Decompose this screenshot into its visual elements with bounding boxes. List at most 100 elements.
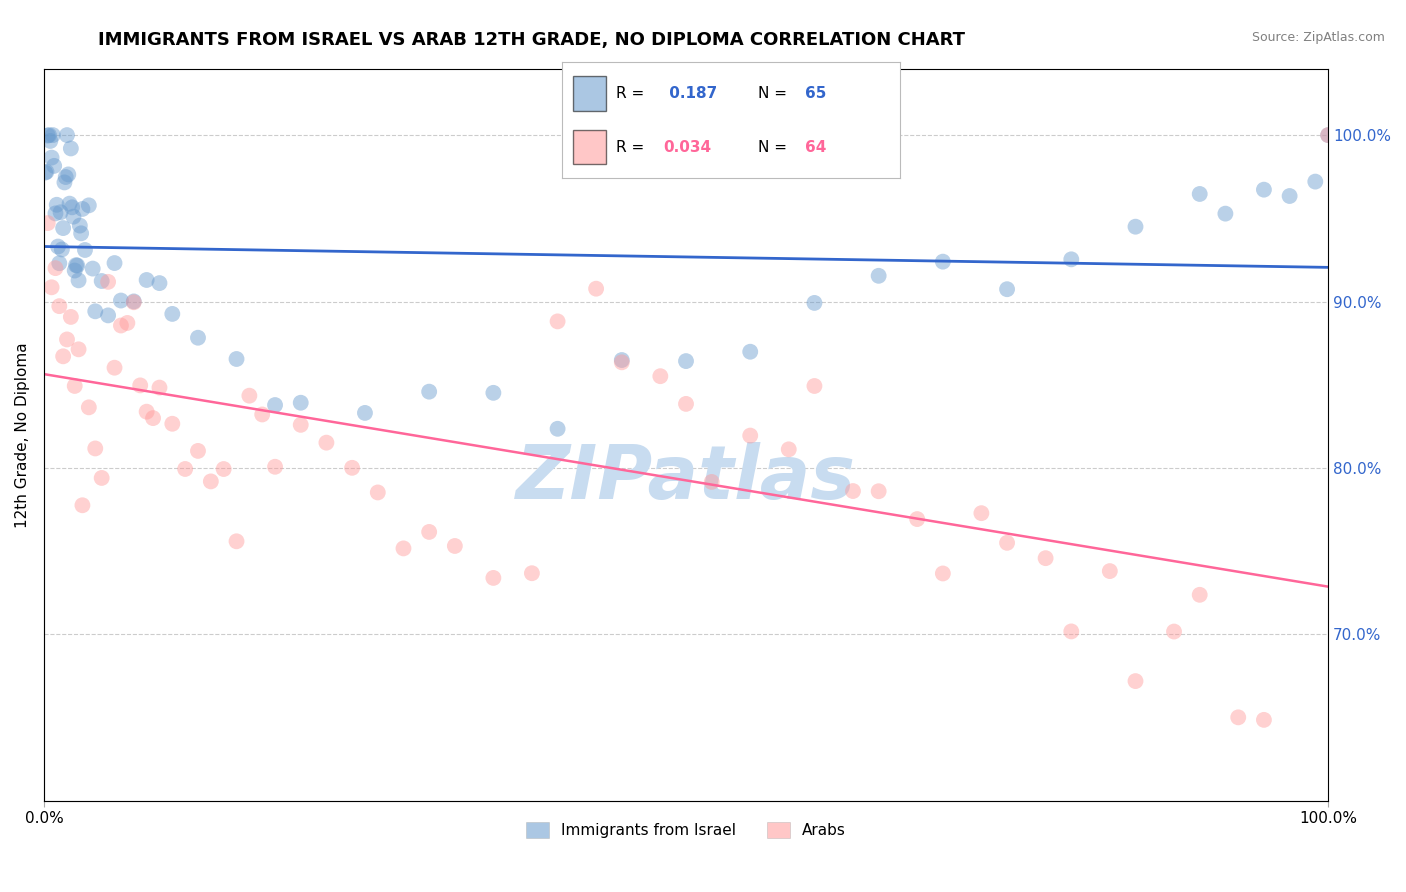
Point [53, 176, 76, 190]
Text: 65: 65 [806, 87, 827, 102]
Point [995, 536, 1018, 550]
Point [547, 422, 569, 436]
Point [842, 483, 865, 498]
Point [148, 381, 170, 395]
Point [72, 202, 94, 216]
Point [200, 475, 222, 489]
Point [1317, 128, 1340, 142]
Point [1060, 252, 1083, 267]
Point [38, 128, 60, 142]
Point [932, 254, 955, 268]
Point [418, 524, 440, 539]
Text: R =: R = [616, 139, 650, 154]
Point [547, 314, 569, 328]
Point [610, 353, 633, 368]
Point [46, 239, 69, 253]
Point [1035, 551, 1057, 566]
Point [290, 417, 312, 432]
Point [60, 200, 83, 214]
Point [44, 206, 66, 220]
Point [142, 411, 165, 425]
Point [675, 397, 697, 411]
Text: IMMIGRANTS FROM ISRAEL VS ARAB 12TH GRADE, NO DIPLOMA CORRELATION CHART: IMMIGRANTS FROM ISRAEL VS ARAB 12TH GRAD… [98, 31, 966, 49]
Point [84, 442, 107, 456]
Point [264, 459, 287, 474]
Point [37, 216, 59, 230]
Point [1278, 189, 1301, 203]
Point [778, 442, 800, 457]
Text: N =: N = [758, 87, 792, 102]
Point [1125, 219, 1147, 234]
Point [42, 128, 65, 142]
Point [803, 379, 825, 393]
Point [58, 168, 80, 182]
Point [520, 566, 543, 581]
Text: Source: ZipAtlas.com: Source: ZipAtlas.com [1251, 31, 1385, 45]
FancyBboxPatch shape [572, 129, 606, 164]
Point [69, 219, 91, 233]
Point [48, 299, 70, 313]
Point [45, 198, 67, 212]
Point [62, 210, 84, 224]
Point [67, 343, 90, 357]
Text: 64: 64 [806, 139, 827, 154]
Point [148, 276, 170, 290]
Point [73, 243, 96, 257]
Point [135, 273, 157, 287]
Point [187, 443, 209, 458]
FancyBboxPatch shape [572, 77, 606, 112]
Point [392, 541, 415, 556]
Point [48, 256, 70, 270]
Legend: Immigrants from Israel, Arabs: Immigrants from Israel, Arabs [520, 816, 852, 845]
Point [264, 398, 287, 412]
Point [740, 344, 762, 359]
Point [72, 498, 94, 512]
Text: ZIPatlas: ZIPatlas [516, 442, 856, 516]
Point [103, 256, 125, 270]
Y-axis label: 12th Grade, No Diploma: 12th Grade, No Diploma [15, 342, 30, 527]
Point [90, 471, 112, 485]
Point [63, 263, 86, 277]
Point [868, 268, 890, 283]
Point [58, 196, 80, 211]
Point [418, 384, 440, 399]
Point [174, 462, 197, 476]
Point [162, 307, 184, 321]
Point [225, 351, 247, 366]
Point [44, 159, 66, 173]
Point [1188, 186, 1211, 201]
Text: R =: R = [616, 87, 650, 102]
Point [340, 460, 363, 475]
Point [110, 293, 132, 308]
Point [482, 385, 505, 400]
Point [41, 151, 63, 165]
Point [315, 435, 337, 450]
Point [700, 475, 723, 489]
Point [65, 258, 87, 272]
Point [41, 280, 63, 294]
Point [740, 428, 762, 442]
Point [585, 282, 607, 296]
Point [82, 261, 104, 276]
Point [250, 408, 273, 422]
Point [56, 128, 79, 142]
Point [67, 273, 90, 287]
Point [1317, 128, 1340, 142]
Point [1227, 710, 1250, 724]
Point [1098, 564, 1121, 578]
Point [803, 296, 825, 310]
Point [56, 333, 79, 347]
Point [995, 282, 1018, 296]
Point [482, 571, 505, 585]
Point [162, 417, 184, 431]
Point [238, 389, 260, 403]
Point [37, 128, 59, 143]
Point [187, 331, 209, 345]
Point [97, 275, 120, 289]
Point [35, 165, 58, 179]
Point [103, 360, 125, 375]
Point [51, 243, 73, 257]
Point [55, 169, 77, 184]
Point [117, 316, 139, 330]
Point [77, 198, 100, 212]
